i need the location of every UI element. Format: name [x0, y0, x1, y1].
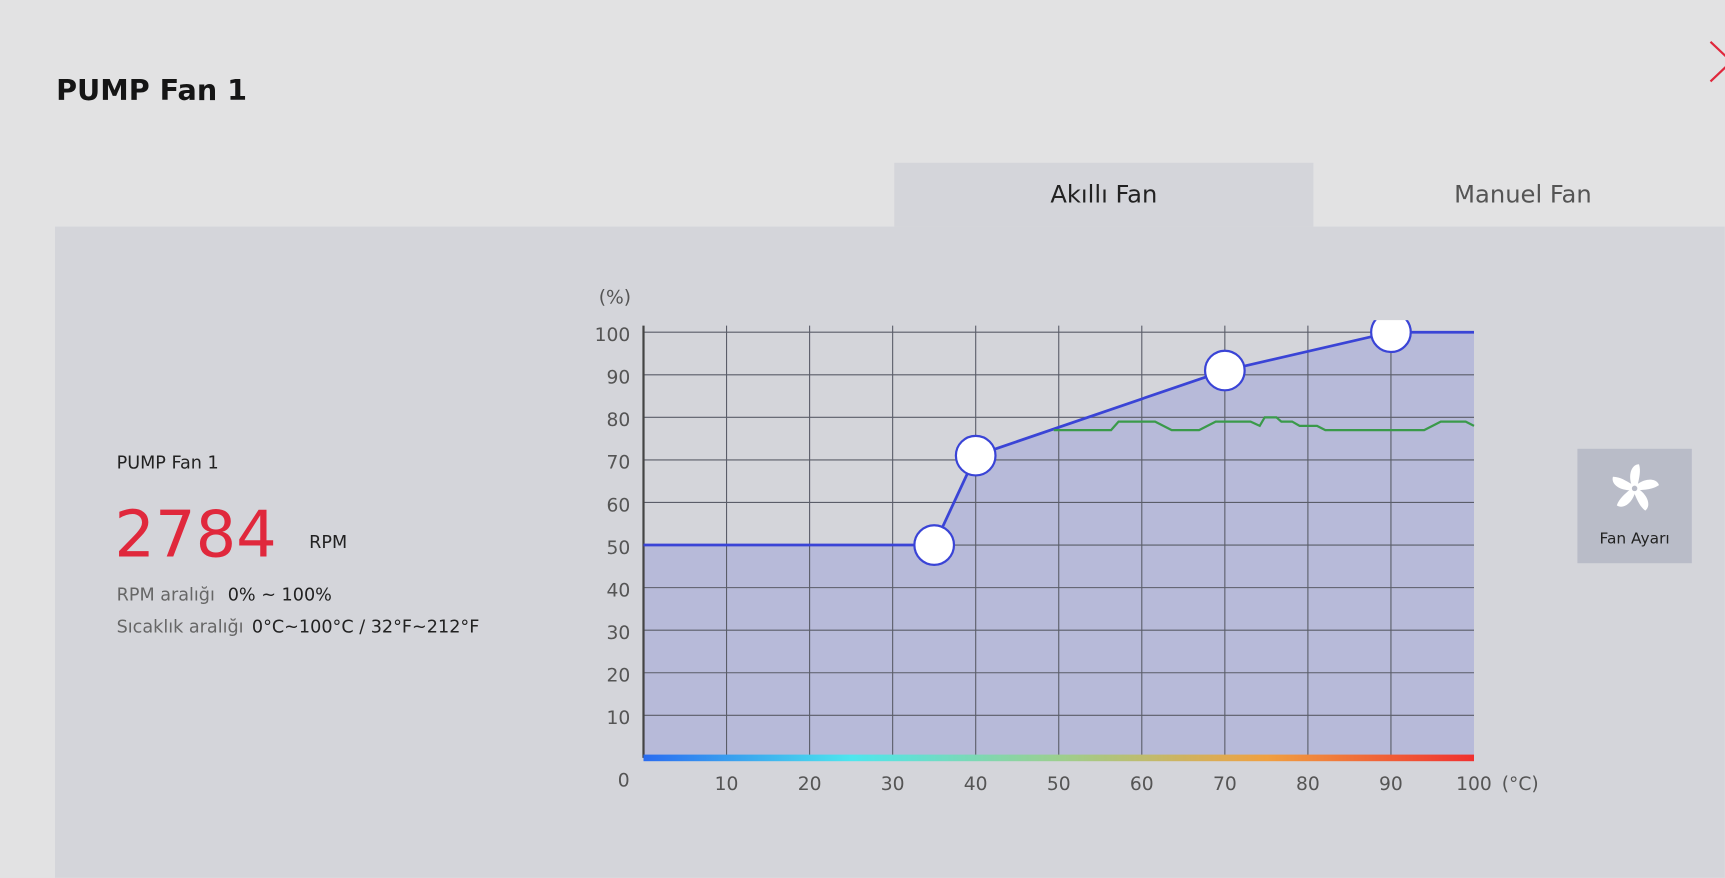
- x-tick-label: 30: [881, 774, 905, 795]
- temp-range-label: Sıcaklık aralığı: [116, 616, 244, 637]
- curve-handle[interactable]: [913, 524, 956, 566]
- fan-name: PUMP Fan 1: [116, 452, 219, 473]
- curve-handle[interactable]: [954, 434, 997, 477]
- curve-handle[interactable]: [1370, 312, 1412, 354]
- y-tick-label: 100: [595, 325, 631, 346]
- tab[interactable]: Manuel Fan: [1454, 181, 1592, 210]
- x-tick-label: 80: [1296, 774, 1320, 795]
- rpm-unit: RPM: [309, 531, 348, 553]
- fan-settings-button[interactable]: Fan Ayarı: [1577, 448, 1692, 564]
- button-label: Fan Ayarı: [1599, 530, 1670, 548]
- x-tick-label: 40: [964, 774, 988, 795]
- x-tick-label: 70: [1213, 774, 1237, 795]
- rpm-range: 0% ~ 100%: [227, 584, 332, 605]
- y-tick-label: 50: [607, 538, 631, 559]
- y-tick-label: 80: [607, 410, 631, 431]
- x-axis-label: (°C): [1502, 774, 1539, 795]
- x-tick-label: 100: [1456, 774, 1492, 795]
- plot: [643, 312, 1475, 566]
- y-tick-label: 40: [607, 580, 631, 601]
- y-tick-label: 60: [607, 495, 631, 516]
- window-title: PUMP Fan 1: [56, 74, 248, 108]
- temperature-bar: [643, 754, 1474, 762]
- temp-range: 0°C~100°C / 32°F~212°F: [251, 616, 480, 637]
- x-tick-label: 10: [715, 774, 739, 795]
- fan-icon: [1612, 464, 1659, 511]
- y-tick-label: 20: [607, 666, 631, 687]
- x-tick-label: 50: [1047, 774, 1071, 795]
- y-tick-label: 70: [607, 453, 631, 474]
- y-axis-label: (%): [599, 288, 631, 309]
- y-tick-label: 10: [607, 708, 631, 729]
- y-tick-label: 30: [607, 623, 631, 644]
- x-tick-label: 60: [1130, 774, 1154, 795]
- y-tick-label: 90: [607, 368, 631, 389]
- tab[interactable]: Akıllı Fan: [894, 162, 1314, 227]
- rpm-value: 2784: [114, 497, 277, 572]
- series-line: [1053, 416, 1475, 432]
- x-tick-label: 0: [618, 771, 630, 792]
- panel: [55, 226, 1725, 878]
- x-tick-label: 90: [1379, 774, 1403, 795]
- close-button[interactable]: [1703, 40, 1725, 84]
- rpm-range-label: RPM aralığı: [116, 584, 215, 605]
- curve-handle[interactable]: [1203, 349, 1246, 392]
- x-tick-label: 20: [798, 774, 822, 795]
